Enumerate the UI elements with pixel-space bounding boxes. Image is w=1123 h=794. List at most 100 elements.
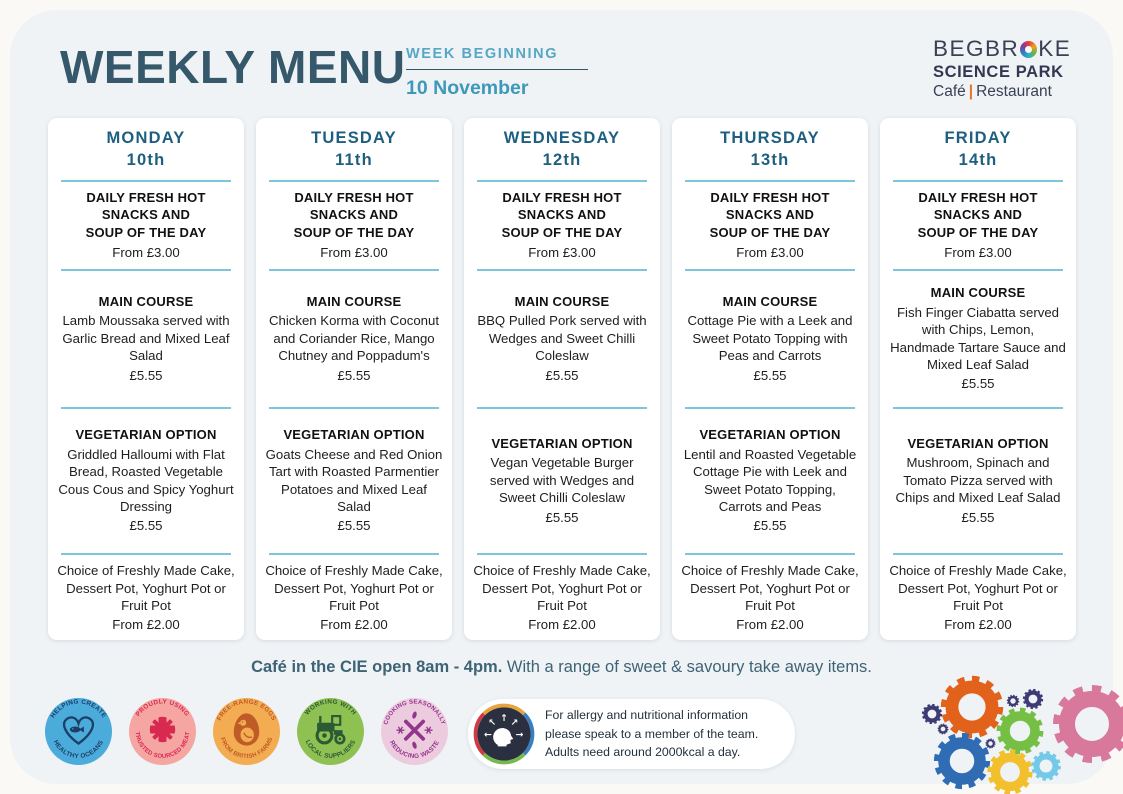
cafe-hours-bold: Café in the CIE open 8am - 4pm.: [251, 658, 503, 676]
heart-fish-icon: [63, 716, 94, 745]
logo-science-park: SCIENCE PARK: [933, 63, 1064, 81]
gear-icon: [940, 739, 985, 784]
snacks-section: DAILY FRESH HOT SNACKS AND SOUP OF THE D…: [880, 182, 1076, 269]
divider: [477, 553, 647, 555]
main-course-description: Fish Finger Ciabatta served with Chips, …: [890, 304, 1066, 372]
snacks-title-line: SOUP OF THE DAY: [501, 225, 623, 241]
vegetarian-description: Vegan Vegetable Burger served with Wedge…: [489, 455, 635, 506]
snacks-price: From £3.00: [112, 244, 180, 260]
main-course-price: £5.55: [337, 367, 371, 383]
chicken-egg-icon: [233, 713, 260, 746]
dessert-price: From £2.00: [736, 617, 804, 633]
dessert-price: From £2.00: [112, 617, 180, 633]
dessert-section: Choice of Freshly Made Cake, Dessert Pot…: [880, 555, 1076, 640]
dessert-section: Choice of Freshly Made Cake, Dessert Pot…: [256, 555, 452, 640]
main-course-label: MAIN COURSE: [514, 293, 610, 309]
day-card-friday: FRIDAY 14th DAILY FRESH HOT SNACKS AND S…: [880, 118, 1076, 640]
day-name: WEDNESDAY: [503, 128, 621, 147]
value-badges: HELPING CREATE HEALTHY OCEANS PROUDLY US…: [45, 698, 448, 765]
healthy-oceans-badge: HELPING CREATE HEALTHY OCEANS: [45, 698, 112, 765]
main-course-price: £5.55: [545, 367, 579, 383]
gear-icon: [1061, 693, 1123, 755]
divider: [893, 553, 1063, 555]
day-date: 11th: [335, 151, 373, 169]
logo-restaurant: Restaurant: [976, 83, 1052, 100]
svg-text:←: ←: [484, 730, 492, 741]
divider: [269, 269, 439, 271]
snacks-section: DAILY FRESH HOT SNACKS AND SOUP OF THE D…: [48, 182, 244, 269]
week-beginning-block: WEEK BEGINNING 10 November: [406, 46, 588, 100]
logo-name-part1: BEGBR: [933, 36, 1020, 61]
vegetarian-price: £5.55: [129, 518, 163, 534]
day-date: 10th: [126, 151, 166, 169]
gear-icon: [1006, 694, 1020, 708]
dessert-price: From £2.00: [944, 617, 1012, 633]
divider: [685, 553, 855, 555]
dessert-price: From £2.00: [528, 617, 596, 633]
divider: [61, 180, 231, 182]
snacks-title-line: DAILY FRESH HOT: [502, 189, 622, 205]
vegetarian-description: Lentil and Roasted Vegetable Cottage Pie…: [683, 446, 857, 514]
gear-icon: [1001, 712, 1038, 749]
dessert-section: Choice of Freshly Made Cake, Dessert Pot…: [48, 555, 244, 640]
main-course-section: MAIN COURSE Cottage Pie with a Leek and …: [672, 271, 868, 407]
local-suppliers-badge: WORKING WITH LOCAL SUPPLIERS: [297, 698, 364, 765]
divider: [893, 407, 1063, 409]
cafe-hours-line: Café in the CIE open 8am - 4pm. With a r…: [0, 658, 1123, 677]
divider: [685, 407, 855, 409]
vegetarian-section: VEGETARIAN OPTION Mushroom, Spinach and …: [880, 409, 1076, 553]
vegetarian-description: Goats Cheese and Red Onion Tart with Roa…: [265, 446, 443, 514]
divider: [477, 407, 647, 409]
dessert-description: Choice of Freshly Made Cake, Dessert Pot…: [473, 563, 651, 613]
gears-graphic: [895, 664, 1123, 794]
tractor-icon: [315, 715, 346, 745]
day-name: MONDAY: [106, 128, 186, 147]
snacks-section: DAILY FRESH HOT SNACKS AND SOUP OF THE D…: [256, 182, 452, 269]
main-course-label: MAIN COURSE: [722, 293, 818, 309]
logo-gear-icon: [1020, 40, 1038, 58]
dessert-description: Choice of Freshly Made Cake, Dessert Pot…: [265, 563, 443, 613]
vegetarian-description: Griddled Halloumi with Flat Bread, Roast…: [58, 446, 234, 514]
snacks-title-line: DAILY FRESH HOT: [918, 189, 1038, 205]
day-date: 13th: [750, 151, 790, 169]
gear-icon: [1034, 754, 1058, 778]
logo-cafe-restaurant: Café | Restaurant: [933, 83, 1081, 101]
divider: [477, 180, 647, 182]
divider: [893, 269, 1063, 271]
day-card-thursday: THURSDAY 13th DAILY FRESH HOT SNACKS AND…: [672, 118, 868, 640]
vegetarian-section: VEGETARIAN OPTION Griddled Halloumi with…: [48, 409, 244, 553]
cafe-hours-regular: With a range of sweet & savoury take awa…: [506, 658, 872, 676]
logo-name: BEGBR KE: [933, 36, 1081, 62]
main-course-description: Lamb Moussaka served with Garlic Bread a…: [62, 313, 230, 364]
vegetarian-label: VEGETARIAN OPTION: [699, 427, 841, 443]
main-course-price: £5.55: [129, 367, 163, 383]
logo-pipe: |: [968, 83, 974, 100]
gear-icon: [924, 706, 940, 722]
union-jack-icon: [149, 716, 176, 743]
day-card-tuesday: TUESDAY 11th DAILY FRESH HOT SNACKS AND …: [256, 118, 452, 640]
main-course-price: £5.55: [961, 376, 995, 392]
vegetarian-price: £5.55: [337, 518, 371, 534]
page-title: WEEKLY MENU: [60, 41, 406, 93]
dessert-section: Choice of Freshly Made Cake, Dessert Pot…: [672, 555, 868, 640]
vegetarian-description: Mushroom, Spinach and Tomato Pizza serve…: [895, 455, 1061, 506]
snacks-title-line: SNACKS AND: [725, 207, 815, 223]
allergy-info-box: ↑ ↗ ↖ → ← For allergy and nutritional in…: [468, 699, 795, 769]
vegetarian-price: £5.55: [545, 509, 579, 525]
gear-icon: [947, 682, 997, 732]
gear-icon: [937, 723, 949, 735]
snacks-title-line: DAILY FRESH HOT: [710, 189, 830, 205]
snacks-section: DAILY FRESH HOT SNACKS AND SOUP OF THE D…: [464, 182, 660, 269]
day-header: TUESDAY 11th: [256, 118, 452, 180]
snacks-title-line: DAILY FRESH HOT: [86, 189, 206, 205]
svg-text:↖: ↖: [488, 717, 496, 728]
vegetarian-section: VEGETARIAN OPTION Lentil and Roasted Veg…: [672, 409, 868, 553]
vegetarian-price: £5.55: [753, 518, 787, 534]
main-course-description: BBQ Pulled Pork served with Wedges and S…: [477, 313, 647, 364]
vegetarian-label: VEGETARIAN OPTION: [907, 435, 1049, 451]
vegetarian-section: VEGETARIAN OPTION Goats Cheese and Red O…: [256, 409, 452, 553]
divider: [269, 180, 439, 182]
dessert-description: Choice of Freshly Made Cake, Dessert Pot…: [681, 563, 859, 613]
snacks-title-line: SOUP OF THE DAY: [709, 225, 831, 241]
day-header: MONDAY 10th: [48, 118, 244, 180]
